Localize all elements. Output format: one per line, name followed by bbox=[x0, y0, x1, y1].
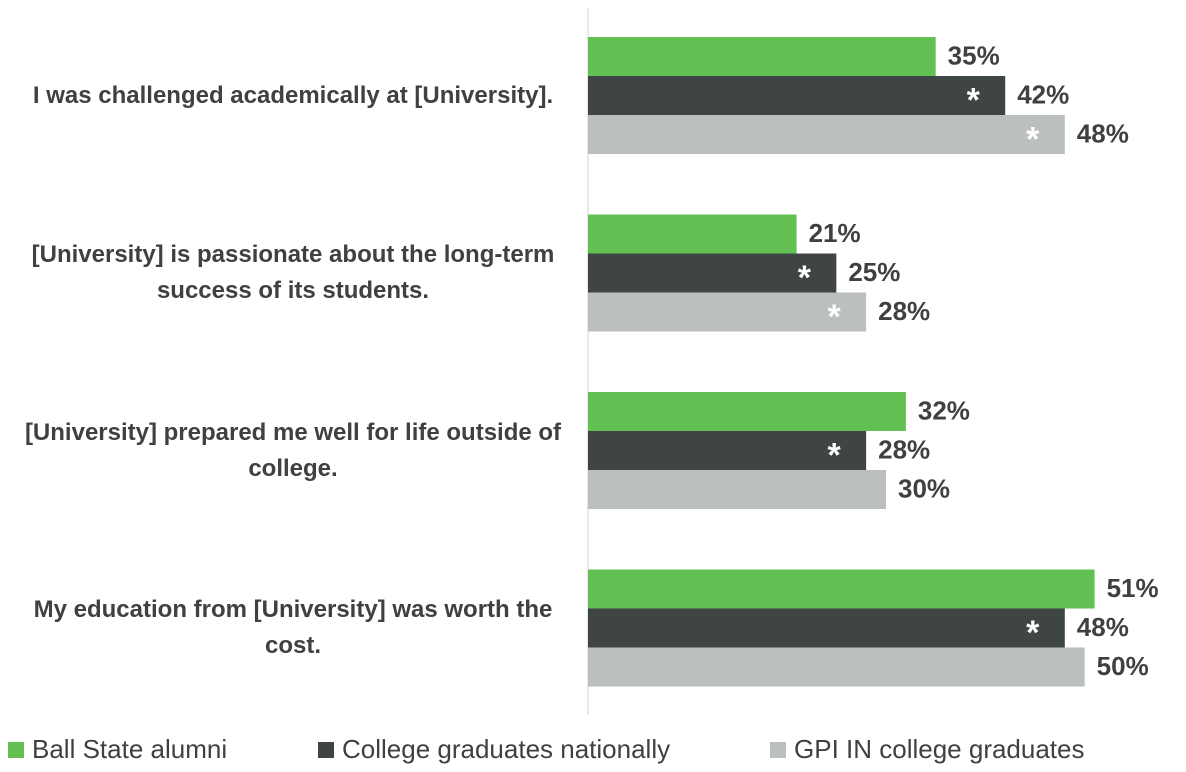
significance-marker: * bbox=[828, 436, 842, 474]
legend-swatch bbox=[770, 742, 786, 758]
bar bbox=[588, 37, 936, 76]
data-label: 32% bbox=[918, 395, 970, 425]
data-label: 42% bbox=[1017, 79, 1069, 109]
bar bbox=[588, 647, 1085, 687]
bar bbox=[588, 470, 886, 509]
bar bbox=[588, 569, 1095, 609]
significance-marker: * bbox=[1026, 120, 1040, 158]
data-label: 28% bbox=[878, 296, 930, 326]
data-label: 28% bbox=[878, 434, 930, 464]
significance-marker: * bbox=[1026, 614, 1040, 652]
data-label: 51% bbox=[1107, 573, 1159, 603]
category-label: [University] is passionate about the lon… bbox=[31, 241, 555, 304]
legend-swatch bbox=[318, 742, 334, 758]
legend-label: Ball State alumni bbox=[32, 734, 227, 764]
bar bbox=[588, 253, 837, 293]
bar bbox=[588, 292, 867, 332]
data-label: 48% bbox=[1077, 612, 1129, 642]
bar bbox=[588, 76, 1006, 115]
category-label: [University] prepared me well for life o… bbox=[24, 418, 562, 482]
category-label: I was challenged academically at [Univer… bbox=[32, 81, 554, 109]
data-label: 25% bbox=[848, 257, 900, 287]
legend-swatch bbox=[8, 742, 24, 758]
significance-marker: * bbox=[967, 81, 981, 119]
data-label: 21% bbox=[809, 218, 861, 248]
legend-label: GPI IN college graduates bbox=[794, 734, 1085, 764]
category-label: My education from [University] was worth… bbox=[33, 596, 553, 659]
data-label: 50% bbox=[1097, 651, 1149, 681]
bar bbox=[588, 608, 1065, 648]
significance-marker: * bbox=[828, 298, 842, 336]
bar bbox=[588, 431, 867, 470]
legend-label: College graduates nationally bbox=[342, 734, 670, 764]
bar bbox=[588, 392, 906, 431]
data-label: 48% bbox=[1077, 118, 1129, 148]
data-label: 35% bbox=[948, 40, 1000, 70]
bar bbox=[588, 214, 797, 254]
data-label: 30% bbox=[898, 473, 950, 503]
bar bbox=[588, 115, 1065, 154]
significance-marker: * bbox=[798, 259, 812, 297]
